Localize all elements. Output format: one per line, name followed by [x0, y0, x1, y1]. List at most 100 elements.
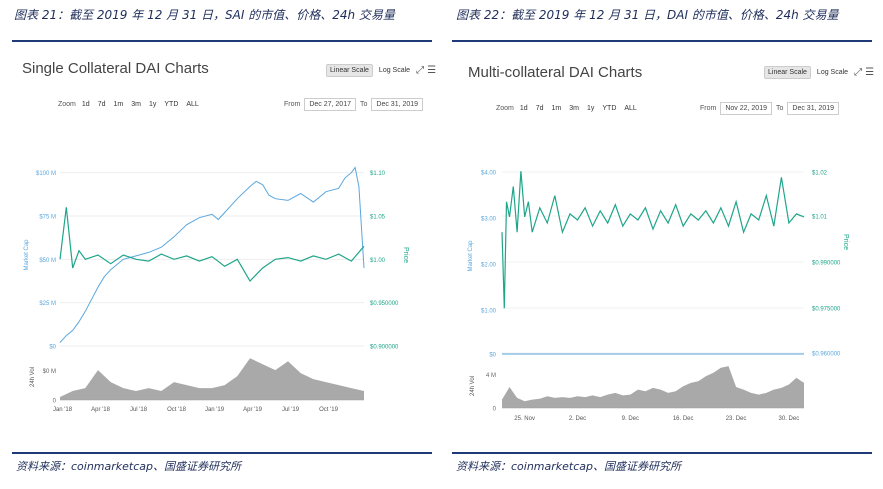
dai-zoom-ytd[interactable]: YTD [602, 105, 617, 112]
sai-chart-svg: $0 $25 M $50 M $75 M $100 M $0.900000 $0.95000… [24, 166, 409, 413]
sai-zoom-3m[interactable]: 3m [131, 101, 141, 108]
dai-zoom-1y[interactable]: 1y [586, 105, 595, 112]
sai-zoom-all[interactable]: ALL [186, 101, 199, 108]
sai-zoom-ytd[interactable]: YTD [164, 101, 179, 108]
left-tick-label: $25 M [39, 301, 56, 307]
volume-tick-label: 0 [53, 399, 57, 405]
sai-log-scale-button[interactable]: Log Scale [378, 67, 411, 74]
left-tick-label: $3.00 [481, 217, 497, 223]
dai-chart-svg: $1.00 $2.00 $3.00 $4.00 $0.960000 $0.975000 $0… [468, 171, 849, 423]
x-tick-label: 9. Dec [622, 416, 639, 422]
x-tick-label: Jan '19 [205, 407, 225, 413]
dai-zoom-1d[interactable]: 1d [519, 105, 528, 112]
volume-tick-label: 0 [493, 407, 497, 413]
x-tick-label: Oct '18 [167, 407, 186, 413]
dai-from-date-input[interactable]: Nov 22, 2019 [720, 102, 772, 115]
dai-zoom-all[interactable]: ALL [624, 105, 637, 112]
sai-chart-title: Single Collateral DAI Charts [22, 60, 209, 77]
sai-from-date-input[interactable]: Dec 27, 2017 [304, 98, 356, 111]
dai-chart-panel: Multi-collateral DAI Charts Linear Scale… [452, 46, 874, 444]
menu-icon[interactable]: ☰ [427, 64, 437, 76]
right-tick-label: $1.01 [812, 215, 828, 221]
sai-zoom-7d[interactable]: 7d [97, 101, 106, 108]
x-tick-label: Jul '19 [282, 407, 300, 413]
x-tick-label: 30. Dec [779, 416, 800, 422]
x-tick-label: Apr '19 [243, 407, 262, 413]
right-tick-label: $0.960000 [812, 352, 841, 358]
right-tick-label: $1.10 [370, 171, 386, 177]
sai-zoom-1m[interactable]: 1m [113, 101, 124, 108]
x-tick-label: Apr '18 [91, 407, 110, 413]
right-axis-label: Price [842, 234, 849, 250]
right-tick-label: $0.900000 [370, 345, 399, 351]
volume-axis-label: 24h Vol [470, 376, 476, 396]
dai-linear-scale-button[interactable]: Linear Scale [764, 66, 811, 79]
x-tick-label: 23. Dec [726, 416, 747, 422]
sai-to-date-input[interactable]: Dec 31, 2019 [371, 98, 424, 111]
sai-date-range: From Dec 27, 2017 To Dec 31, 2019 [284, 98, 424, 111]
dai-zoom-7d[interactable]: 7d [535, 105, 544, 112]
x-tick-label: 2. Dec [569, 416, 586, 422]
left-tick-label: $75 M [39, 215, 56, 221]
x-tick-label: 25. Nov [514, 416, 535, 422]
market-cap-line [59, 166, 365, 343]
x-tick-label: 16. Dec [673, 416, 694, 422]
volume-tick-label: 4 M [486, 373, 496, 379]
volume-tick-label: $0 [489, 353, 496, 359]
right-tick-label: $0.975000 [812, 307, 841, 313]
right-bottom-rule [452, 452, 872, 454]
sai-chart-panel: Single Collateral DAI Charts Linear Scal… [12, 46, 436, 444]
right-tick-label: $1.02 [812, 171, 828, 177]
dai-chart-title: Multi-collateral DAI Charts [468, 64, 643, 81]
x-tick-label: Oct '19 [319, 407, 338, 413]
left-axis-label: Market Cap [468, 240, 474, 272]
sai-to-label: To [360, 101, 368, 108]
x-tick-label: Jan '18 [53, 407, 73, 413]
fullscreen-icon[interactable]: ⤢ [854, 66, 863, 78]
right-tick-label: $1.00 [370, 258, 386, 264]
left-tick-label: $0 [49, 345, 56, 351]
left-tick-label: $4.00 [481, 171, 497, 177]
right-figure-title: 图表 22：截至 2019 年 12 月 31 日，DAI 的市值、价格、24h… [456, 8, 839, 22]
sai-from-label: From [284, 101, 301, 108]
volume-tick-label: $0 M [43, 369, 56, 375]
left-tick-label: $1.00 [481, 309, 497, 315]
dai-to-label: To [776, 105, 784, 112]
volume-axis-label: 24h Vol [30, 367, 36, 387]
left-tick-label: $100 M [36, 171, 56, 177]
x-tick-label: Jul '18 [130, 407, 148, 413]
sai-zoom-label: Zoom [58, 101, 76, 108]
menu-icon[interactable]: ☰ [865, 66, 875, 78]
left-tick-label: $2.00 [481, 263, 497, 269]
dai-zoom-controls: Zoom 1d 7d 1m 3m 1y YTD ALL [496, 104, 639, 113]
volume-area [60, 358, 364, 400]
price-line [59, 207, 365, 282]
right-tick-label: $1.05 [370, 215, 386, 221]
dai-date-range: From Nov 22, 2019 To Dec 31, 2019 [700, 102, 840, 115]
left-tick-label: $50 M [39, 258, 56, 264]
volume-area [502, 366, 804, 408]
dai-zoom-1m[interactable]: 1m [551, 105, 562, 112]
price-line [501, 171, 805, 309]
sai-zoom-1y[interactable]: 1y [148, 101, 157, 108]
left-bottom-rule [12, 452, 432, 454]
right-tick-label: $0.950000 [370, 301, 399, 307]
left-figure-title: 图表 21：截至 2019 年 12 月 31 日，SAI 的市值、价格、24h… [14, 8, 395, 22]
dai-log-scale-button[interactable]: Log Scale [816, 69, 849, 76]
right-axis-label: Price [402, 247, 409, 263]
right-tick-label: $0.990000 [812, 261, 841, 267]
sai-linear-scale-button[interactable]: Linear Scale [326, 64, 373, 77]
sai-zoom-controls: Zoom 1d 7d 1m 3m 1y YTD ALL [58, 100, 201, 109]
fullscreen-icon[interactable]: ⤢ [416, 64, 425, 76]
dai-scale-controls: Linear Scale Log Scale ⤢ ☰ [764, 66, 874, 79]
sai-scale-controls: Linear Scale Log Scale ⤢ ☰ [326, 64, 436, 77]
dai-from-label: From [700, 105, 717, 112]
sai-zoom-1d[interactable]: 1d [81, 101, 90, 108]
dai-zoom-label: Zoom [496, 105, 514, 112]
left-source-note: 资料来源：coinmarketcap、国盛证券研究所 [16, 460, 242, 473]
left-top-rule [12, 40, 432, 42]
right-top-rule [452, 40, 872, 42]
dai-to-date-input[interactable]: Dec 31, 2019 [787, 102, 840, 115]
right-source-note: 资料来源：coinmarketcap、国盛证券研究所 [456, 460, 682, 473]
dai-zoom-3m[interactable]: 3m [569, 105, 579, 112]
